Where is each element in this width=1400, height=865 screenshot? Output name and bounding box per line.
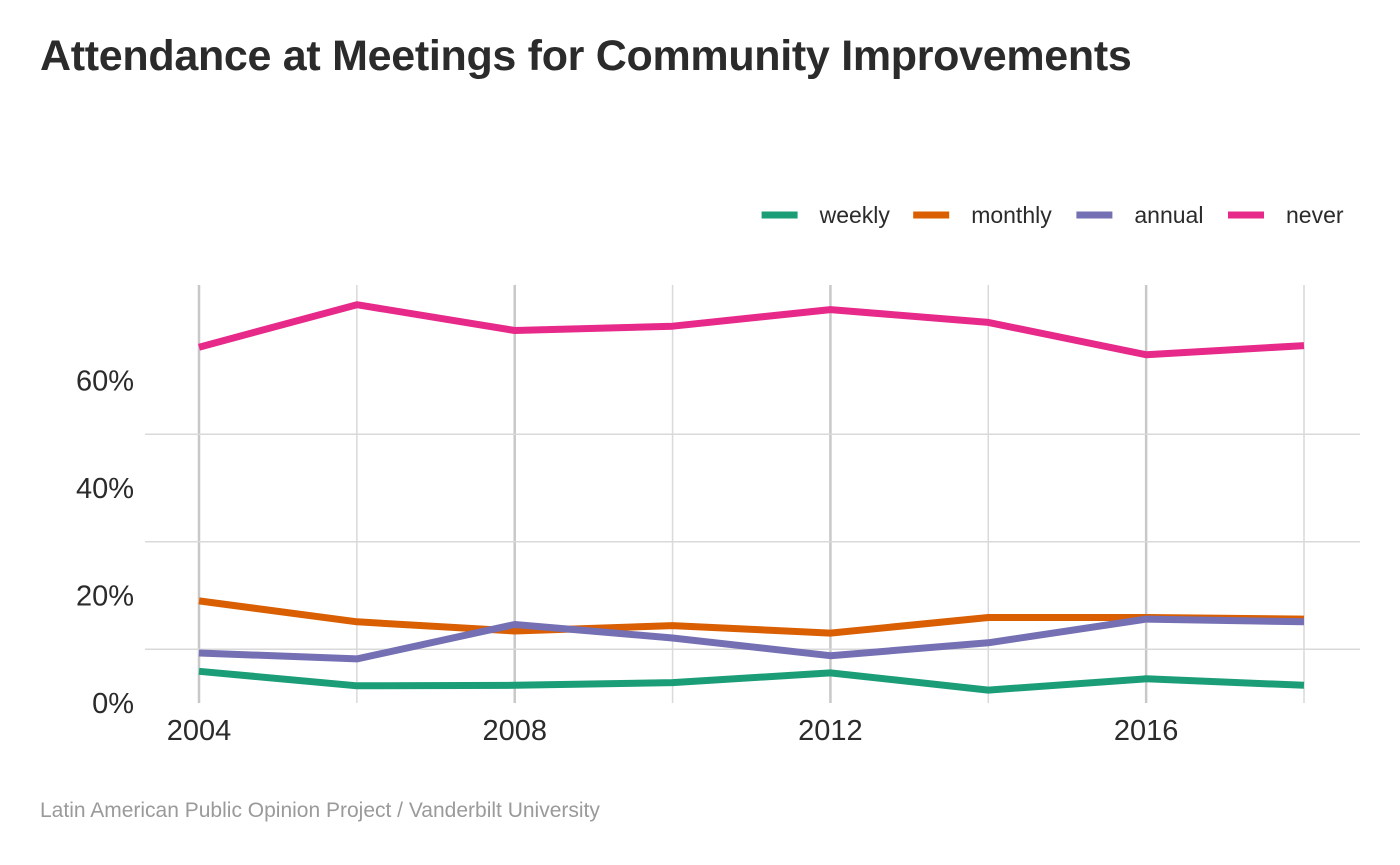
y-tick-label: 40% (76, 473, 134, 505)
axes: 0% 20% 40% 60% 2004 2008 2012 2016 (76, 366, 1178, 748)
legend-label: monthly (971, 202, 1052, 228)
x-tick-label: 2012 (798, 715, 863, 747)
legend-label: annual (1134, 202, 1203, 228)
y-tick-label: 20% (76, 581, 134, 613)
legend-item-weekly: weekly (761, 202, 891, 228)
series-line-never (198, 301, 1305, 359)
legend-label: weekly (819, 202, 891, 228)
x-tick-label: 2008 (482, 715, 547, 747)
series-lines (198, 301, 1305, 694)
y-tick-label: 60% (76, 366, 134, 398)
grid (145, 285, 1360, 703)
legend-item-annual: annual (1076, 202, 1203, 228)
series-line-weekly (198, 667, 1305, 694)
legend-item-never: never (1228, 202, 1344, 228)
series-line-annual (198, 615, 1305, 663)
legend: weekly monthly annual never (761, 202, 1344, 228)
legend-item-monthly: monthly (913, 202, 1052, 228)
x-tick-label: 2016 (1114, 715, 1179, 747)
chart-title: Attendance at Meetings for Community Imp… (40, 32, 1132, 80)
x-tick-label: 2004 (167, 715, 232, 747)
source-caption: Latin American Public Opinion Project / … (40, 799, 600, 822)
series-line-monthly (198, 597, 1305, 637)
legend-label: never (1286, 202, 1344, 228)
y-tick-label: 0% (92, 688, 134, 720)
